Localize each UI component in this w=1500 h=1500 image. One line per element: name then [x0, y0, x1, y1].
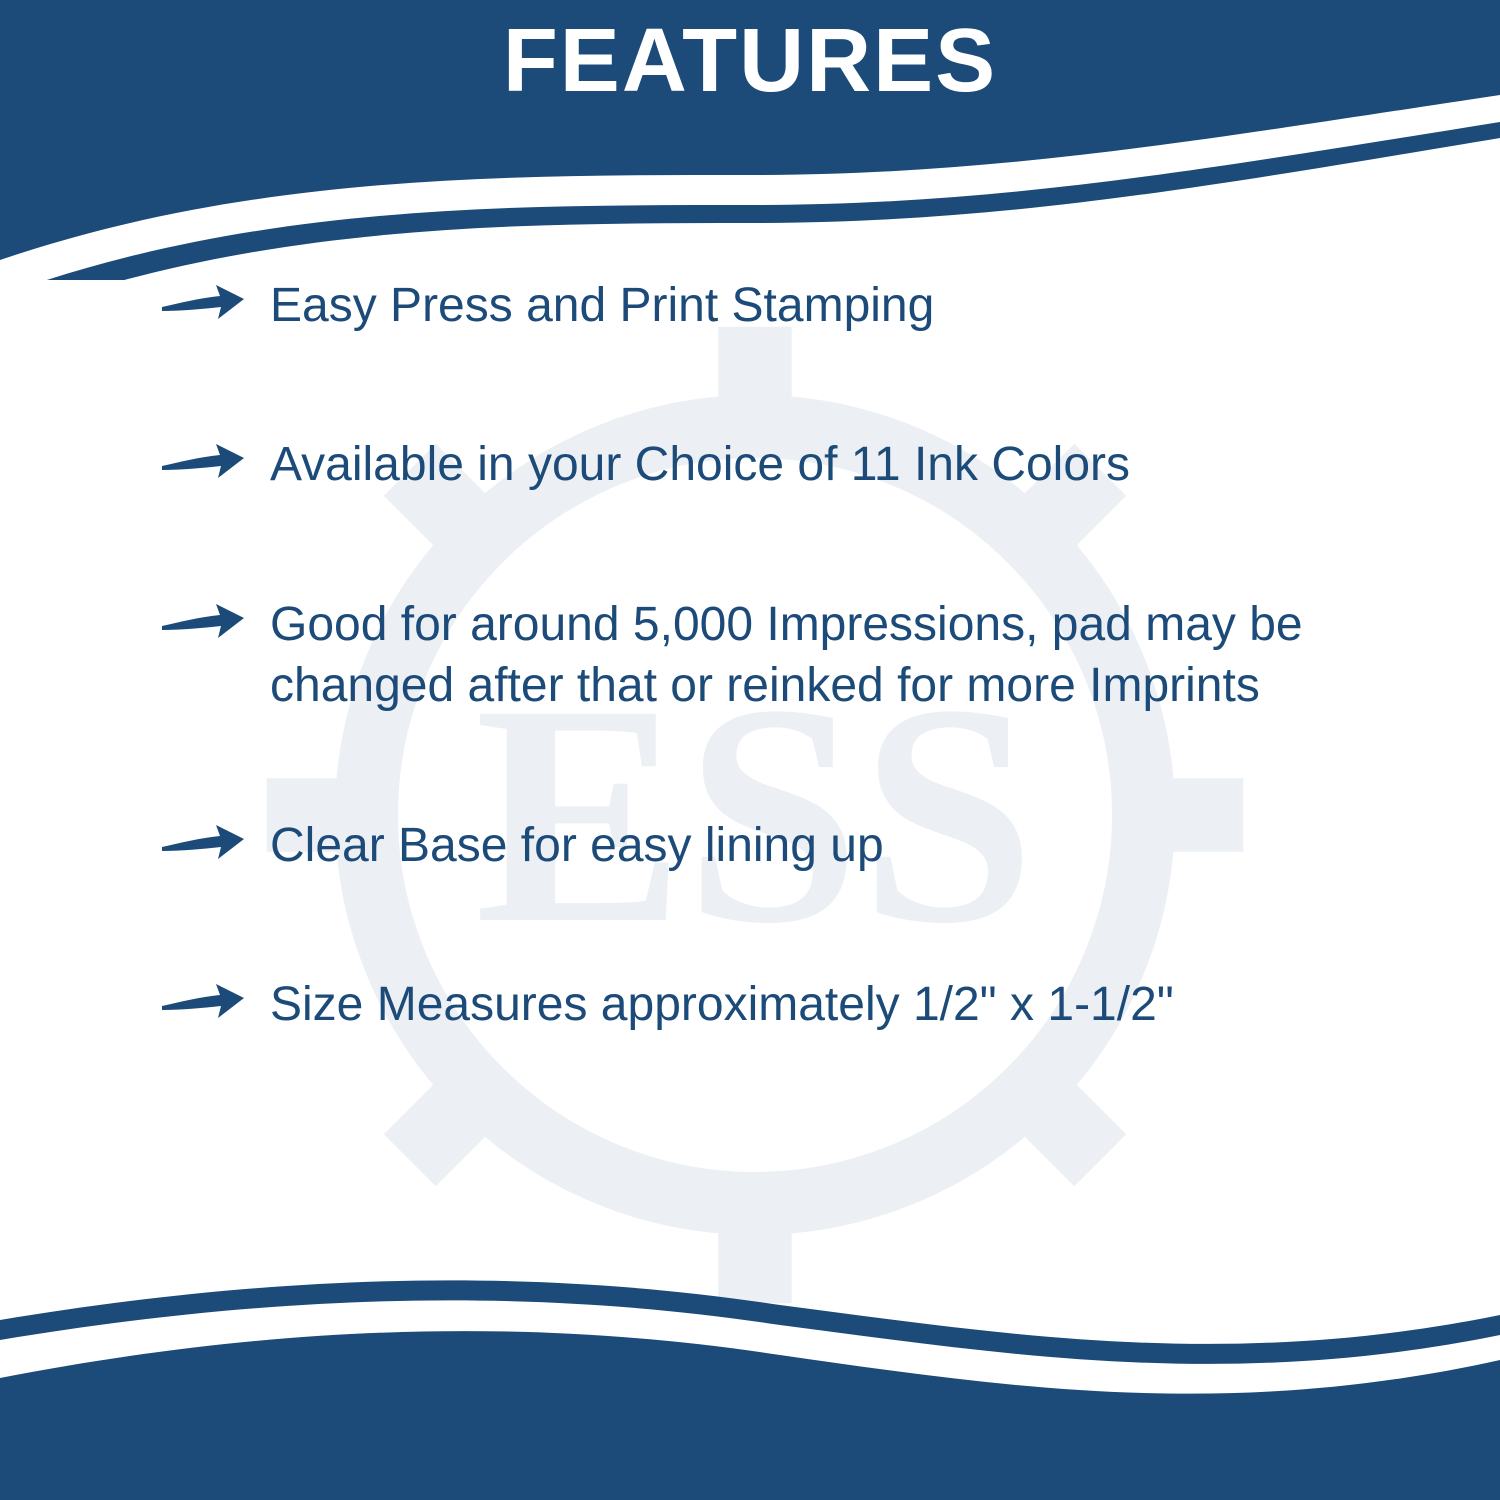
feature-text: Easy Press and Print Stamping [270, 275, 934, 336]
feature-text: Clear Base for easy lining up [270, 815, 884, 876]
arrow-icon [160, 594, 270, 640]
infographic-canvas: FEATURES [0, 0, 1500, 1500]
arrow-icon [160, 275, 270, 321]
feature-text: Size Measures approximately 1/2" x 1-1/2… [270, 974, 1174, 1035]
arrow-icon [160, 974, 270, 1020]
feature-item: Available in your Choice of 11 Ink Color… [160, 434, 1365, 495]
footer-wave [0, 1260, 1500, 1500]
feature-text: Available in your Choice of 11 Ink Color… [270, 434, 1130, 495]
feature-text: Good for around 5,000 Impressions, pad m… [270, 594, 1365, 717]
feature-item: Good for around 5,000 Impressions, pad m… [160, 594, 1365, 717]
arrow-icon [160, 434, 270, 480]
page-title: FEATURES [0, 10, 1500, 113]
feature-item: Size Measures approximately 1/2" x 1-1/2… [160, 974, 1365, 1035]
feature-list: Easy Press and Print Stamping Available … [160, 275, 1365, 1134]
arrow-icon [160, 815, 270, 861]
feature-item: Easy Press and Print Stamping [160, 275, 1365, 336]
feature-item: Clear Base for easy lining up [160, 815, 1365, 876]
